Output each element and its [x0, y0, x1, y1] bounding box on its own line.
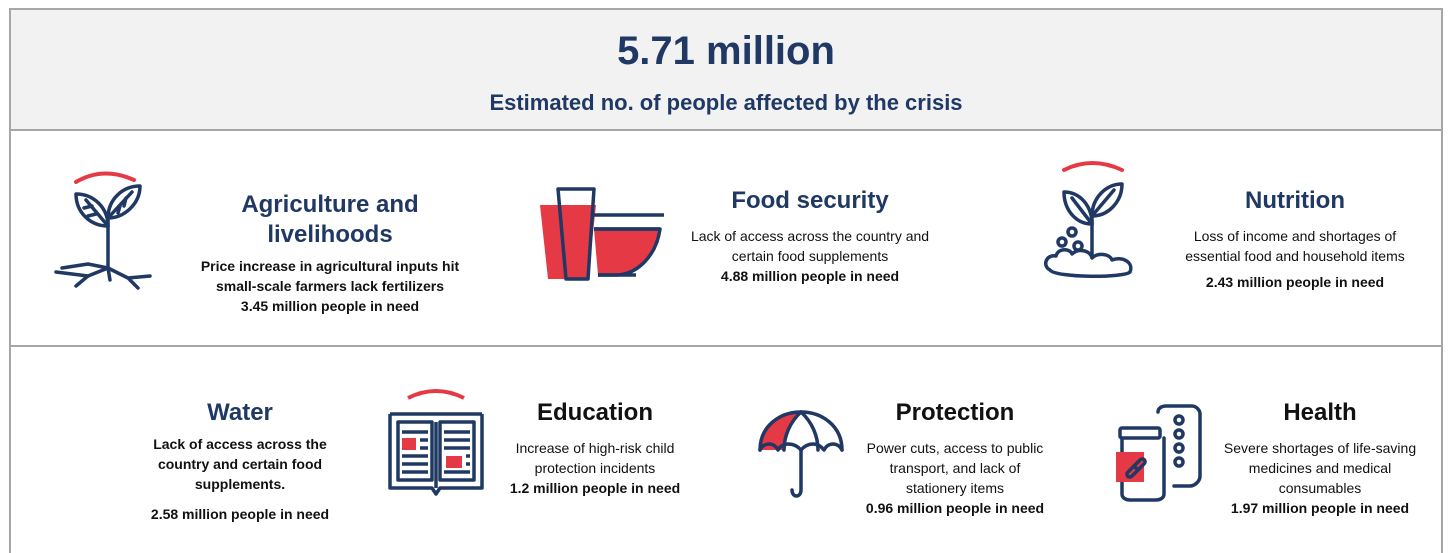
sector-description: essential food and household items	[1185, 248, 1405, 264]
umbrella-icon	[756, 410, 846, 500]
sector-description: Severe shortages of life-saving	[1223, 440, 1417, 456]
sector-education: Education Increase of high-risk child pr…	[490, 398, 700, 498]
people-in-need: 1.2 million people in need	[509, 480, 681, 496]
sector-description: Lack of access across the country and	[690, 228, 930, 244]
sector-title: Water	[207, 399, 273, 426]
sector-description: country and certain food	[157, 456, 323, 472]
sector-description: Increase of high-risk child	[515, 440, 675, 456]
sector-title: Education	[536, 399, 653, 426]
total-affected: 5.71 million	[617, 29, 835, 73]
sector-title: Agriculture and	[241, 191, 419, 218]
sector-protection: Protection Power cuts, access to public …	[830, 398, 1080, 518]
plant-icon	[48, 168, 168, 290]
sector-food-security: Food security Lack of access across the …	[655, 186, 965, 286]
people-in-need: 1.97 million people in need	[1230, 500, 1410, 516]
sector-description: consumables	[1278, 480, 1362, 496]
sector-title: Protection	[895, 399, 1015, 426]
medicine-icon	[1114, 404, 1204, 502]
sector-description: small-scale farmers lack fertilizers	[215, 278, 445, 294]
header-subtitle: Estimated no. of people affected by the …	[489, 90, 963, 115]
sector-description: transport, and lack of	[889, 460, 1021, 476]
row-divider	[11, 345, 1441, 347]
sector-description: supplements.	[194, 476, 286, 492]
sector-title: Nutrition	[1245, 187, 1345, 214]
infographic-frame: 5.71 million Estimated no. of people aff…	[9, 8, 1443, 553]
people-in-need: 2.58 million people in need	[150, 506, 330, 522]
sector-health: Health Severe shortages of life-saving m…	[1195, 398, 1445, 518]
sector-title: livelihoods	[267, 221, 393, 248]
sector-description: medicines and medical	[1248, 460, 1392, 476]
sector-nutrition: Nutrition Loss of income and shortages o…	[1150, 186, 1440, 292]
sector-description: Price increase in agricultural inputs hi…	[200, 258, 460, 274]
sector-description: protection incidents	[534, 460, 656, 476]
sector-title: Health	[1283, 399, 1357, 426]
sector-description: stationery items	[905, 480, 1005, 496]
sector-title: Food security	[731, 187, 889, 214]
sector-agriculture: Agriculture and livelihoods Price increa…	[160, 190, 500, 316]
header-panel: 5.71 million Estimated no. of people aff…	[11, 10, 1441, 131]
cup-and-bowl-icon	[536, 185, 666, 285]
people-in-need: 0.96 million people in need	[865, 500, 1045, 516]
sector-description: Loss of income and shortages of	[1193, 228, 1397, 244]
sector-water: Water Lack of access across the country …	[130, 398, 350, 524]
book-icon	[386, 389, 486, 500]
sector-description: Power cuts, access to public	[866, 440, 1044, 456]
people-in-need: 2.43 million people in need	[1205, 274, 1385, 290]
people-in-need: 3.45 million people in need	[240, 298, 420, 314]
people-in-need: 4.88 million people in need	[720, 268, 900, 284]
sector-description: certain food supplements	[731, 248, 889, 264]
sprout-icon	[1042, 161, 1142, 282]
sector-description: Lack of access across the	[153, 436, 327, 452]
